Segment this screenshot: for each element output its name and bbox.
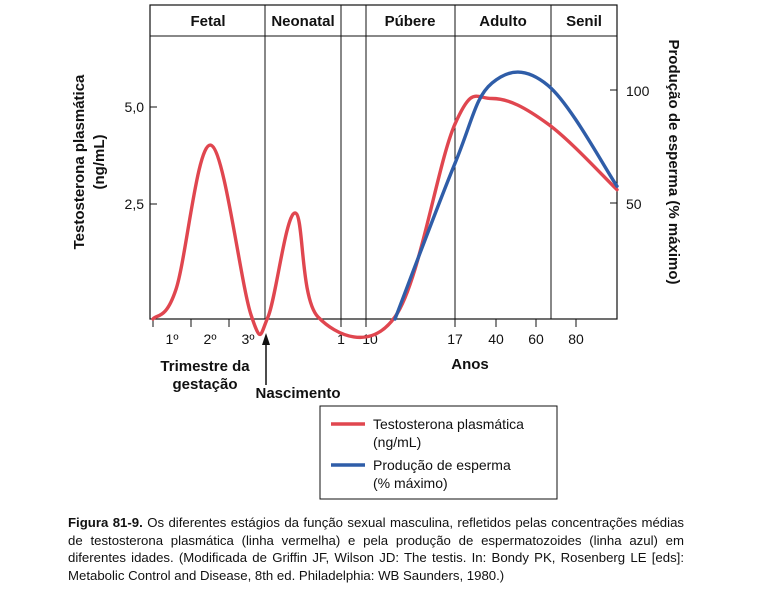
x-tick-label-2tri: 2º [204,331,217,347]
y-right-label: Produção de esperma (% máximo) [665,39,682,284]
y-left-tick-label-25: 2,5 [125,196,145,212]
y-right-tick-label-100: 100 [626,83,650,99]
legend-label-testosterone-line1: Testosterona plasmática [373,416,524,432]
x-label-trimester-line1: Trimestre da [160,358,250,375]
legend-label-sperm-line2: (% máximo) [373,475,448,491]
x-label-trimester-line2: gestação [172,376,237,393]
stage-label-puberty: Púbere [385,13,436,30]
stage-label-senile: Senil [566,13,602,30]
y-left-label-line2: (ng/mL) [91,135,108,190]
legend-box [319,405,558,500]
legend-label-sperm-line1: Produção de esperma [373,457,511,473]
x-tick-label-1: 1 [337,331,345,347]
y-right-tick-label-50: 50 [626,196,642,212]
stage-label-neonatal: Neonatal [271,13,334,30]
x-tick-label-17: 17 [447,331,463,347]
y-left-label-line1: Testosterona plasmática [71,74,88,249]
caption-label: Figura 81-9. [68,515,143,530]
y-left-tick-label-50: 5,0 [125,99,145,115]
series-line-sperm [393,70,619,321]
birth-arrow-icon [262,333,270,385]
stage-label-adult: Adulto [479,13,526,30]
x-tick-label-80: 80 [568,331,584,347]
x-tick-label-3tri: 3º [242,331,255,347]
legend-label-testosterone-line2: (ng/mL) [373,434,421,450]
x-label-years: Anos [451,356,489,373]
x-ticks [152,319,577,327]
x-tick-label-60: 60 [528,331,544,347]
x-tick-label-1tri: 1º [166,331,179,347]
series-line-testosterone [151,94,619,339]
figure-caption: Figura 81-9. Os diferentes estágios da f… [68,514,684,584]
plot-frame [149,4,618,320]
caption-text: Os diferentes estágios da função sexual … [68,515,684,583]
x-tick-label-40: 40 [488,331,504,347]
stage-label-fetal: Fetal [190,13,225,30]
x-label-birth: Nascimento [255,385,340,402]
